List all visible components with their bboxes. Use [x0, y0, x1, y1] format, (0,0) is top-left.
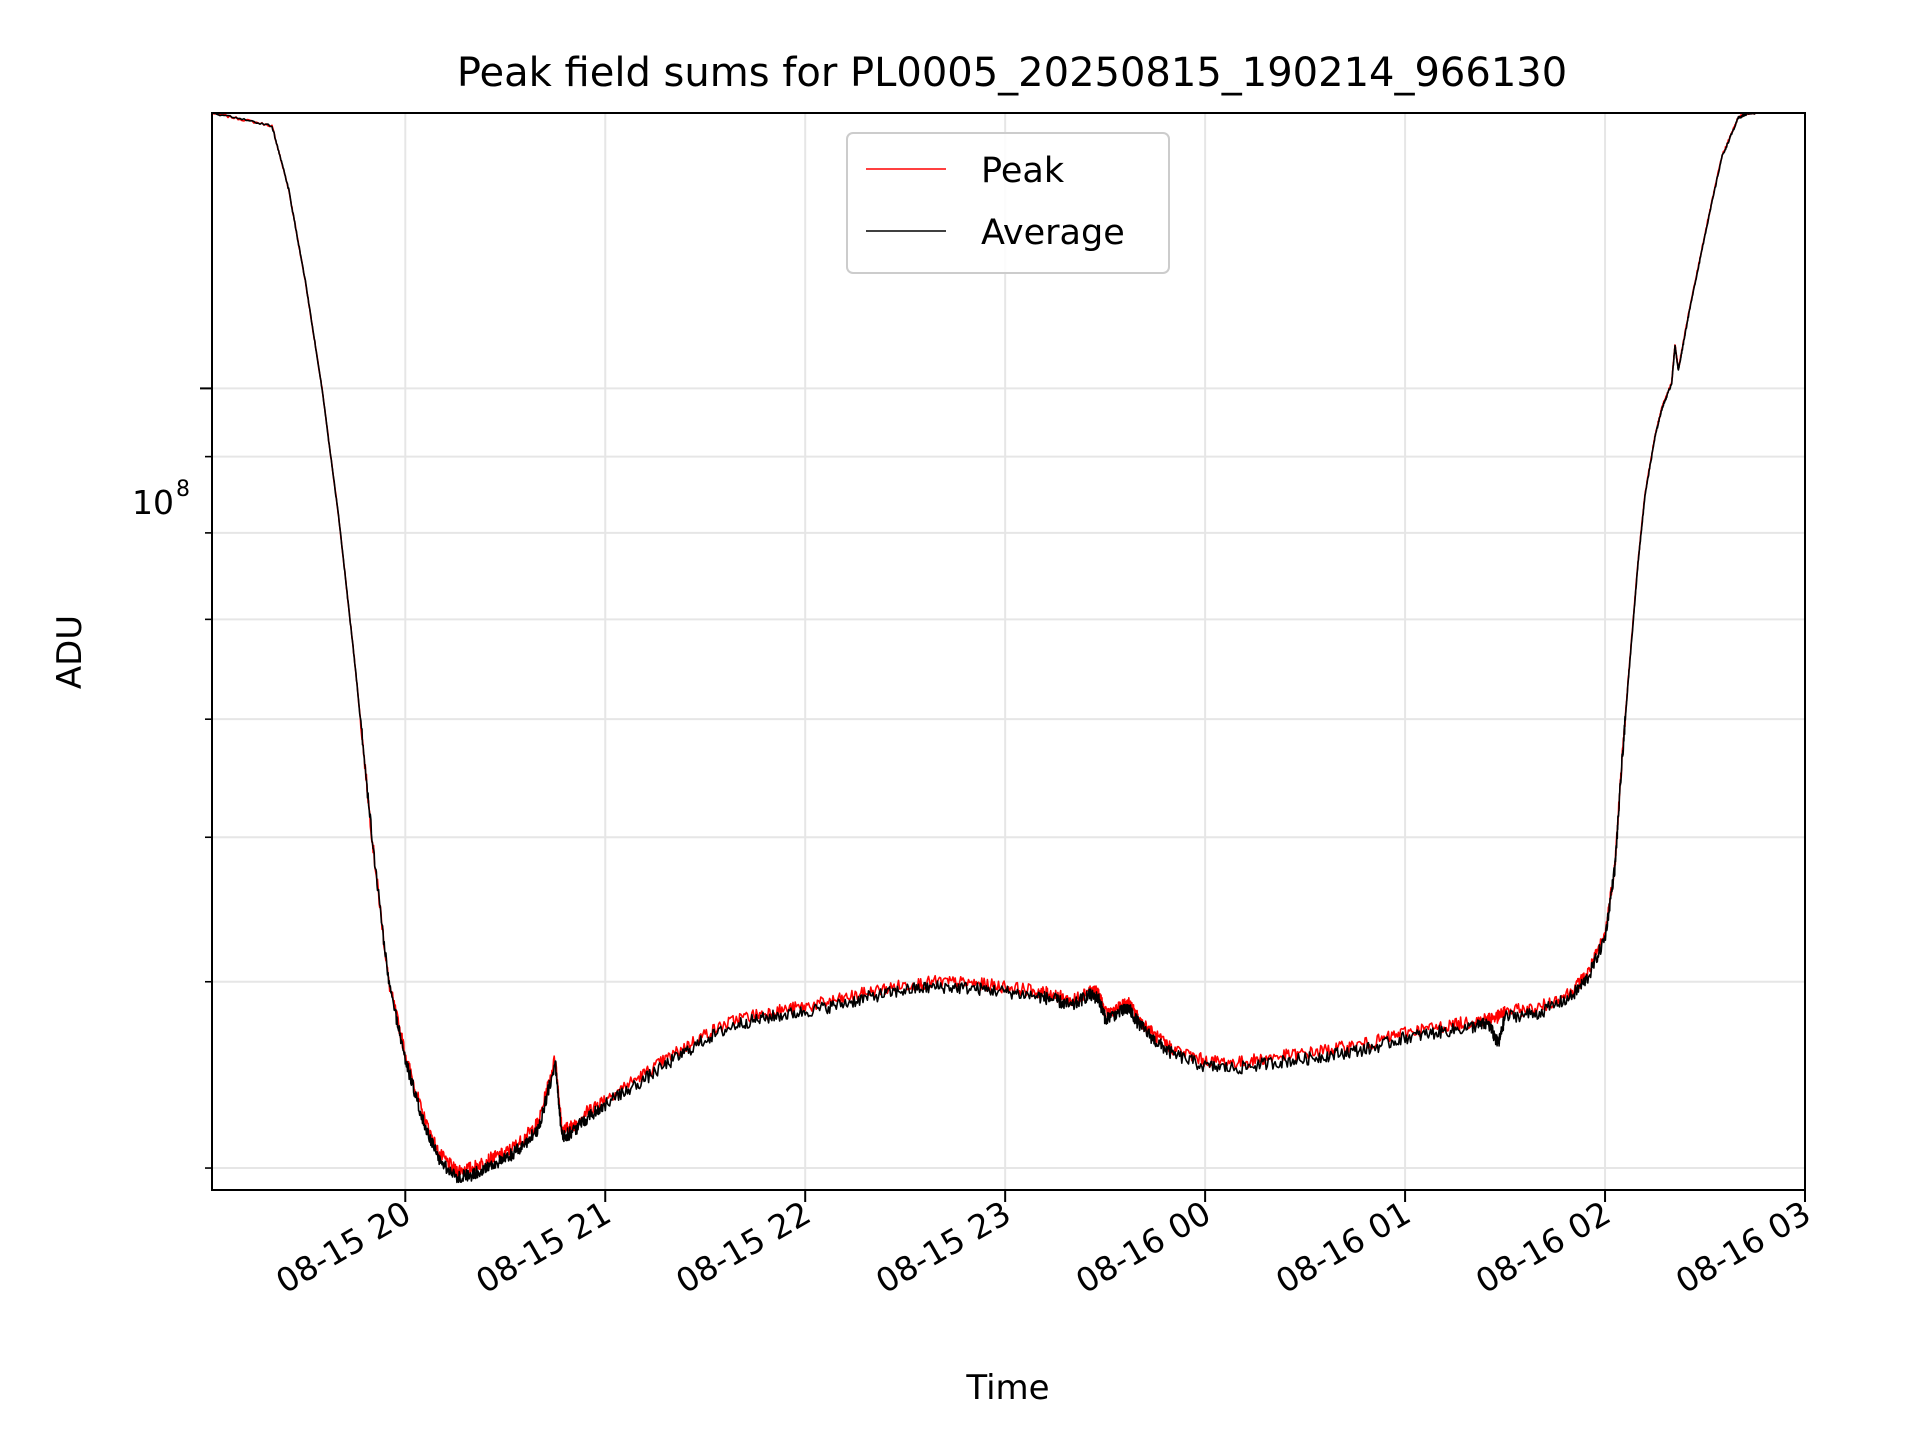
- y-axis-label: ADU: [50, 615, 90, 689]
- series-layer: [212, 113, 1756, 1184]
- legend-label-peak: Peak: [981, 151, 1065, 191]
- legend-box: [846, 132, 1170, 274]
- legend-label-average: Average: [981, 213, 1125, 253]
- x-axis-label: Time: [965, 1368, 1049, 1408]
- legend: Peak Average: [846, 132, 1170, 274]
- y-axis-ticks: [200, 387, 212, 1169]
- y-tick-label-base: 10: [132, 483, 174, 522]
- y-tick-label-1e8: 10 8: [132, 477, 190, 522]
- plot-frame: [211, 112, 1806, 1191]
- y-tick-label-exponent: 8: [176, 477, 190, 502]
- series-line-average: [212, 113, 1756, 1184]
- chart-title: Peak field sums for PL0005_20250815_1902…: [457, 50, 1567, 96]
